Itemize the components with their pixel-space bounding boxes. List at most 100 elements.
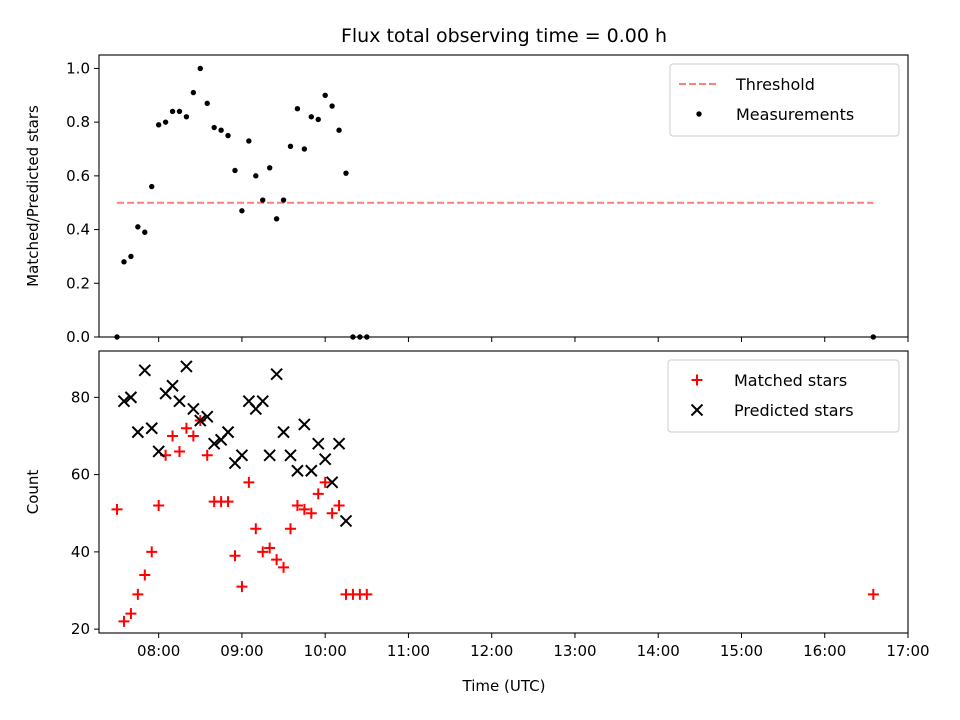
x-tick-label: 08:00 bbox=[137, 642, 180, 660]
y-axis-label: Matched/Predicted stars bbox=[24, 105, 42, 287]
matched-star-point bbox=[229, 550, 241, 562]
measurement-point bbox=[280, 197, 287, 203]
matched-star-point bbox=[180, 422, 192, 434]
measurement-point bbox=[218, 127, 224, 133]
matched-star-point bbox=[236, 581, 248, 593]
predicted-star-point bbox=[194, 414, 207, 427]
y-tick-label: 20 bbox=[71, 620, 90, 638]
measurement-point bbox=[121, 259, 127, 265]
predicted-star-point bbox=[166, 379, 179, 392]
matched-star-point bbox=[243, 476, 255, 488]
legend-measurement-swatch bbox=[696, 111, 702, 117]
matched-star-point bbox=[222, 496, 234, 508]
measurement-point bbox=[128, 253, 134, 260]
x-tick-label: 10:00 bbox=[304, 642, 347, 660]
predicted-star-point bbox=[332, 437, 346, 450]
predicted-star-point bbox=[145, 422, 158, 435]
measurement-point bbox=[246, 138, 252, 144]
measurement-point bbox=[329, 103, 335, 109]
predicted-star-point bbox=[284, 449, 297, 462]
predicted-star-point bbox=[298, 418, 311, 431]
measurement-point bbox=[315, 116, 321, 123]
predicted-star-point bbox=[312, 437, 325, 450]
measurement-point bbox=[225, 132, 231, 139]
predicted-star-point bbox=[180, 360, 193, 373]
measurement-point bbox=[239, 208, 245, 214]
measurement-point bbox=[336, 127, 342, 133]
measurement-point bbox=[190, 89, 197, 96]
measurement-point bbox=[260, 197, 266, 203]
matched-star-point bbox=[173, 445, 185, 457]
legend-label: Measurements bbox=[736, 105, 854, 124]
matched-star-point bbox=[298, 503, 310, 515]
legend: Matched stars Predicted stars bbox=[667, 359, 900, 433]
predicted-star-point bbox=[305, 464, 318, 477]
matched-star-point bbox=[125, 608, 137, 620]
panel-count: 20 40 60 80 08:00 09:00 10:00 11:00 12:00 13:00 14… bbox=[24, 350, 930, 660]
legend-label: Threshold bbox=[735, 75, 815, 94]
measurement-point bbox=[343, 170, 349, 176]
matched-star-point bbox=[250, 523, 262, 535]
matched-star-point bbox=[312, 488, 324, 500]
y-tick-label: 0.6 bbox=[66, 167, 90, 185]
predicted-star-point bbox=[263, 449, 276, 462]
y-tick-label: 0.4 bbox=[66, 221, 90, 239]
x-tick-label: 17:00 bbox=[886, 642, 929, 660]
panel-ratio: 0.0 0.2 0.4 0.6 0.8 1.0 Matched/Predicted star… bbox=[24, 54, 909, 346]
x-tick-label: 11:00 bbox=[387, 642, 430, 660]
matched-star-point bbox=[326, 507, 338, 519]
matched-star-point bbox=[361, 588, 373, 600]
predicted-star-point bbox=[256, 395, 269, 408]
y-axis-label: Count bbox=[24, 470, 42, 515]
legend-box bbox=[667, 359, 900, 433]
legend-matched-swatch bbox=[691, 374, 703, 386]
x-tick-label: 15:00 bbox=[720, 642, 763, 660]
predicted-star-point bbox=[152, 445, 165, 458]
y-tick-label: 60 bbox=[71, 466, 90, 484]
measurement-point bbox=[232, 167, 238, 174]
predicted-star-point bbox=[124, 391, 138, 404]
matched-star-point bbox=[118, 615, 130, 627]
x-tick-label: 16:00 bbox=[803, 642, 846, 660]
predicted-star-point bbox=[339, 514, 353, 528]
measurement-point bbox=[253, 173, 259, 179]
measurement-point bbox=[197, 65, 203, 72]
predicted-star-point bbox=[235, 449, 249, 462]
legend: Threshold Measurements bbox=[669, 63, 900, 137]
measurement-point bbox=[149, 183, 155, 190]
legend-predicted-swatch bbox=[690, 403, 704, 417]
axes-frame bbox=[98, 350, 909, 634]
predicted-star-point bbox=[277, 425, 290, 439]
matched-star-point bbox=[187, 430, 199, 442]
axes-frame bbox=[98, 54, 909, 338]
measurement-point bbox=[142, 229, 148, 235]
chart-title: Flux total observing time = 0.00 h bbox=[341, 25, 667, 47]
x-tick-label: 12:00 bbox=[470, 642, 513, 660]
predicted-star-point bbox=[270, 367, 283, 381]
matched-star-point bbox=[146, 546, 158, 558]
measurement-point bbox=[176, 108, 183, 115]
y-tick-label: 80 bbox=[71, 388, 90, 406]
predicted-star-point bbox=[187, 402, 200, 416]
matched-star-point bbox=[305, 507, 317, 519]
predicted-star-point bbox=[318, 452, 332, 466]
predicted-star-point bbox=[138, 364, 151, 377]
matched-star-point bbox=[333, 500, 345, 512]
matched-star-point bbox=[319, 476, 331, 488]
measurement-point bbox=[308, 114, 315, 120]
predicted-star-point bbox=[291, 464, 304, 477]
y-tick-label: 0.0 bbox=[66, 328, 90, 346]
y-tick-label: 1.0 bbox=[66, 59, 90, 77]
measurement-point bbox=[211, 124, 217, 131]
matched-star-point bbox=[167, 430, 179, 442]
predicted-star-point bbox=[221, 425, 235, 439]
matched-star-point bbox=[284, 523, 296, 535]
measurement-point bbox=[287, 143, 294, 150]
measurement-point bbox=[204, 100, 210, 107]
matched-star-point bbox=[201, 449, 213, 461]
predicted-star-point bbox=[173, 395, 186, 408]
x-tick-label: 14:00 bbox=[637, 642, 680, 660]
matched-star-point bbox=[867, 588, 879, 600]
measurement-point bbox=[183, 114, 190, 120]
